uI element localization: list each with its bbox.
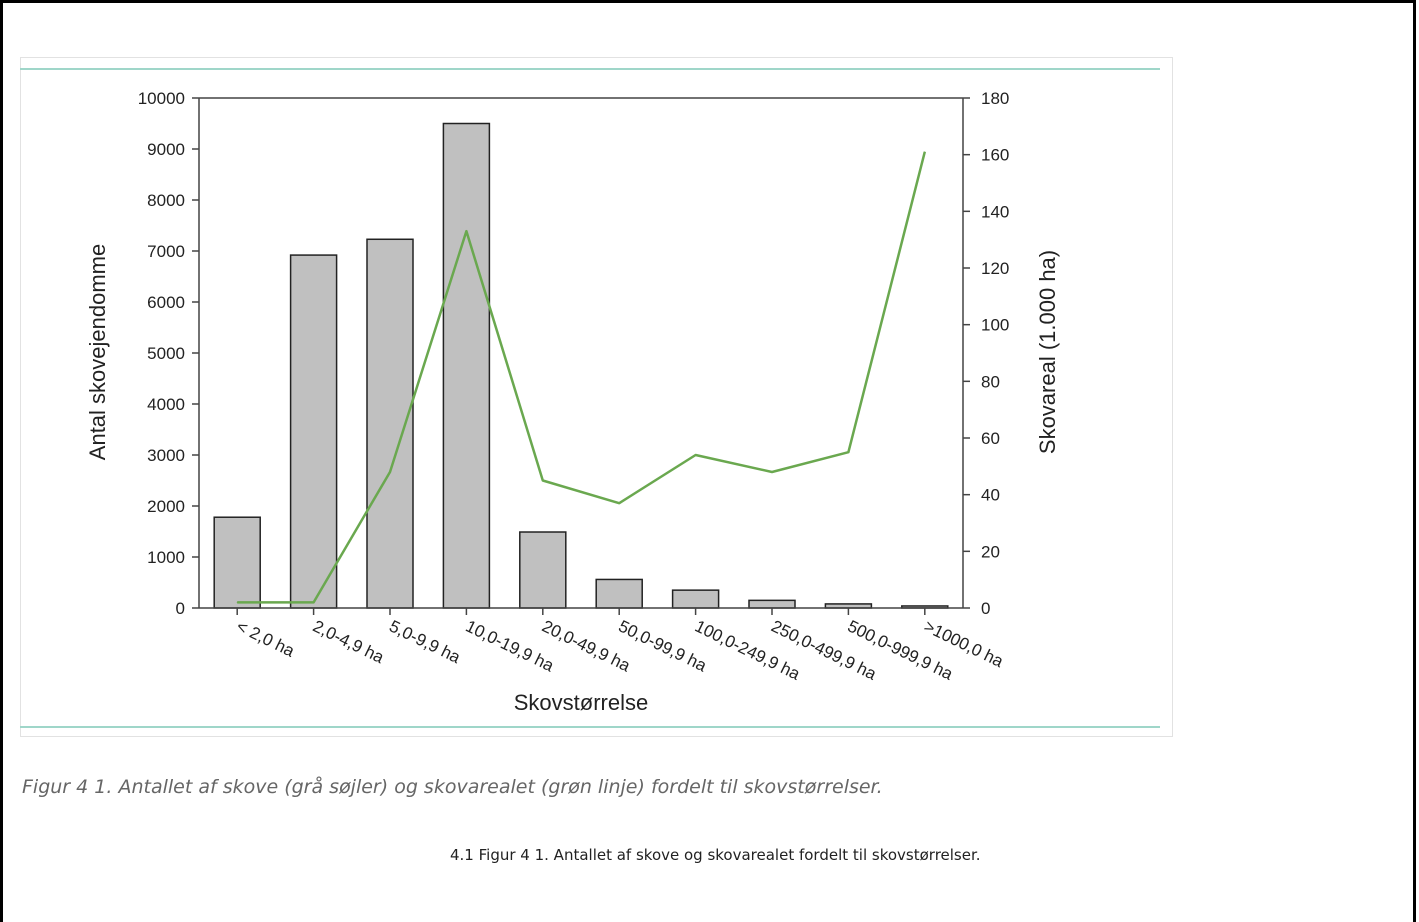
bar-3 <box>442 122 491 609</box>
right-tick-label: 20 <box>981 542 1000 561</box>
bar-2 <box>366 238 414 609</box>
right-tick-label: 120 <box>981 259 1009 278</box>
left-tick-label: 1000 <box>147 548 185 567</box>
right-tick-label: 40 <box>981 486 1000 505</box>
bar-4 <box>519 531 567 609</box>
right-tick-label: 180 <box>981 89 1009 108</box>
x-tick-label: 2,0-4,9 ha <box>310 617 388 668</box>
left-tick-label: 0 <box>176 599 185 618</box>
y-axis-label: Antal skovejendomme <box>85 244 110 460</box>
right-tick-label: 140 <box>981 202 1009 221</box>
left-tick-label: 10000 <box>138 89 185 108</box>
x-axis-label: Skovstørrelse <box>514 690 648 715</box>
line-point-6 <box>695 454 697 456</box>
area-line <box>237 151 927 604</box>
left-tick-label: 2000 <box>147 497 185 516</box>
left-tick-label: 5000 <box>147 344 185 363</box>
right-tick-label: 0 <box>981 599 990 618</box>
y2-axis-label: Skovareal (1.000 ha) <box>1035 250 1060 454</box>
bar-0 <box>213 516 261 609</box>
line-point-0 <box>236 601 238 603</box>
left-ticks: 0 1000 2000 3000 4000 5000 6000 7000 8000 9000 100… <box>138 89 199 618</box>
line-point-2 <box>389 471 391 473</box>
right-tick-label: 160 <box>981 146 1009 165</box>
x-tick-labels: < 2,0 ha 2,0-4,9 ha 5,0-9,9 ha 10,0-19,9 ha… <box>233 608 1007 684</box>
left-tick-label: 6000 <box>147 293 185 312</box>
figure-box <box>20 57 1173 737</box>
line-point-7 <box>771 471 773 473</box>
figure-caption-numbered: 4.1 Figur 4 1. Antallet af skove og skov… <box>450 846 981 864</box>
left-tick-label: 9000 <box>147 140 185 159</box>
left-tick-label: 8000 <box>147 191 185 210</box>
bar-6 <box>671 589 720 609</box>
left-tick-label: 3000 <box>147 446 185 465</box>
line-point-5 <box>618 502 620 504</box>
x-tick-label: < 2,0 ha <box>233 617 297 661</box>
bottom-rule <box>20 726 1160 728</box>
bar-1 <box>289 254 338 609</box>
left-tick-label: 4000 <box>147 395 185 414</box>
right-ticks: 0 20 40 60 80 100 120 140 160 180 <box>963 89 1009 618</box>
bar-5 <box>595 578 643 609</box>
line-point-9 <box>924 151 926 153</box>
line-layer <box>236 151 927 604</box>
figure-caption: Figur 4 1. Antallet af skove (grå søjler… <box>22 776 883 798</box>
left-tick-label: 7000 <box>147 242 185 261</box>
line-point-8 <box>847 451 849 453</box>
bar-7 <box>748 599 796 609</box>
top-rule <box>20 68 1160 70</box>
right-tick-label: 60 <box>981 429 1000 448</box>
line-point-4 <box>542 480 544 481</box>
x-tick-label: 5,0-9,9 ha <box>386 617 464 668</box>
right-tick-label: 100 <box>981 316 1009 335</box>
bars-layer <box>213 122 949 609</box>
line-point-1 <box>313 601 315 603</box>
right-tick-label: 80 <box>981 372 1000 391</box>
line-point-3 <box>465 230 467 232</box>
